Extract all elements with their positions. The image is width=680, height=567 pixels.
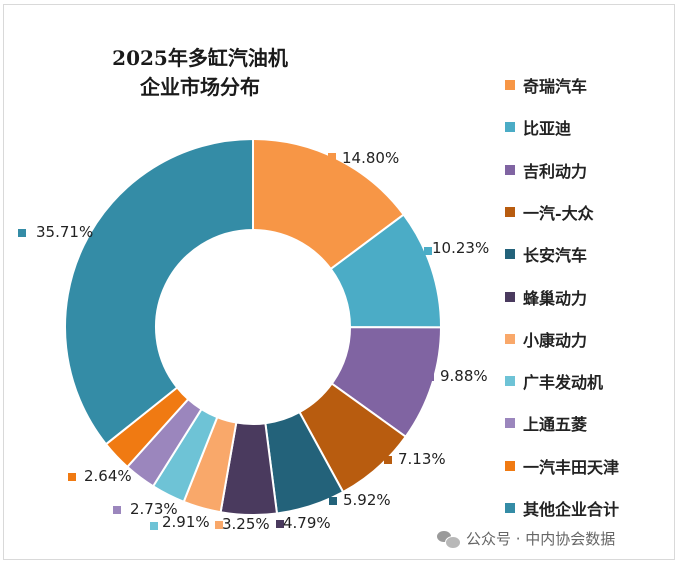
slice-1 <box>252 137 406 271</box>
legend-swatch <box>505 333 515 344</box>
legend-label: 比亚迪 <box>523 119 572 139</box>
label-marker-9 <box>113 506 121 514</box>
data-label-7: 3.25% <box>222 515 270 533</box>
legend-item-10: 一汽丰田天津 <box>505 453 619 479</box>
legend-item-1: 奇瑞汽车 <box>505 72 587 98</box>
legend-item-9: 上通五菱 <box>505 410 587 436</box>
legend-item-6: 蜂巢动力 <box>505 284 587 310</box>
legend-swatch <box>505 249 515 260</box>
data-label-4: 7.13% <box>398 450 446 468</box>
watermark-text: 公众号 · 中内协会数据 <box>466 530 616 548</box>
watermark: 公众号 · 中内协会数据 <box>437 528 615 549</box>
chart-frame <box>3 4 675 560</box>
legend-swatch <box>505 164 515 175</box>
legend-item-5: 长安汽车 <box>505 241 587 267</box>
label-marker-8 <box>150 522 158 530</box>
legend-item-3: 吉利动力 <box>505 157 587 183</box>
legend-swatch <box>505 122 515 133</box>
label-marker-1 <box>328 153 336 161</box>
data-label-9: 2.73% <box>130 500 178 518</box>
data-label-1: 14.80% <box>342 149 399 167</box>
label-marker-5 <box>329 497 337 505</box>
label-marker-11 <box>18 229 26 237</box>
legend-swatch <box>505 418 515 429</box>
legend-item-4: 一汽-大众 <box>505 199 594 225</box>
legend-swatch <box>505 80 515 90</box>
legend-label: 长安汽车 <box>523 246 588 266</box>
wechat-icon <box>437 530 461 549</box>
legend-label: 吉利动力 <box>523 161 588 181</box>
slice-11 <box>64 137 254 446</box>
chart-title-line-2: 企业市场分布 <box>140 75 260 99</box>
label-marker-6 <box>276 520 284 528</box>
legend-label: 蜂巢动力 <box>523 288 588 308</box>
data-label-3: 9.88% <box>440 367 488 385</box>
label-marker-4 <box>384 456 392 464</box>
chart-title: 2025年多缸汽油机 企业市场分布 <box>100 44 300 102</box>
data-label-6: 4.79% <box>283 514 331 532</box>
data-label-2: 10.23% <box>432 239 489 257</box>
legend-swatch <box>505 503 515 513</box>
legend-swatch <box>505 291 515 302</box>
legend-label: 一汽丰田天津 <box>523 457 620 477</box>
legend-label: 上通五菱 <box>523 415 588 435</box>
data-label-8: 2.91% <box>162 513 210 531</box>
data-label-10: 2.64% <box>84 467 132 485</box>
chart-title-line-1: 2025年多缸汽油机 <box>112 46 288 70</box>
legend-item-2: 比亚迪 <box>505 114 571 140</box>
legend-swatch <box>505 206 515 217</box>
data-label-11: 35.71% <box>36 223 93 241</box>
label-marker-3 <box>426 373 434 381</box>
legend-label: 小康动力 <box>523 330 588 350</box>
legend-item-11: 其他企业合计 <box>505 495 619 521</box>
legend-item-8: 广丰发动机 <box>505 368 603 394</box>
legend-item-7: 小康动力 <box>505 326 587 352</box>
legend-label: 广丰发动机 <box>523 373 604 393</box>
legend-label: 其他企业合计 <box>523 500 620 519</box>
label-marker-2 <box>424 247 432 255</box>
legend-swatch <box>505 460 515 471</box>
data-label-5: 5.92% <box>343 491 391 509</box>
label-marker-7 <box>215 521 223 529</box>
legend-swatch <box>505 376 515 387</box>
label-marker-10 <box>68 473 76 481</box>
legend-label: 一汽-大众 <box>523 203 594 223</box>
legend-label: 奇瑞汽车 <box>523 77 588 96</box>
